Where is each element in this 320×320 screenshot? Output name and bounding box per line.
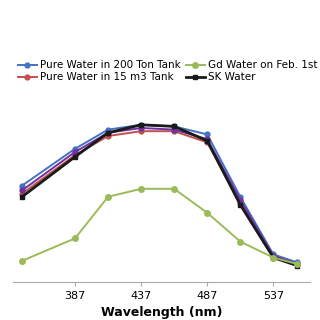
Line: Pure Water in 200 Ton Tank: Pure Water in 200 Ton Tank <box>20 122 300 265</box>
SK Water <box>73 155 77 159</box>
SK Water <box>172 124 176 128</box>
Line: Gd Water on Feb. 1st: Gd Water on Feb. 1st <box>19 186 300 267</box>
Pure Water in 15 m3 Tank <box>172 129 176 133</box>
Pure Water in 200 Ton Tank <box>106 128 110 132</box>
Pure Water in 200 Ton Tank <box>73 147 77 151</box>
Pure Water in 200 Ton Tank <box>238 195 242 199</box>
Gd Water on Feb. 1st <box>106 195 110 199</box>
Pure Water in 15 m3 Tank <box>271 254 275 258</box>
Pure Water in 200 Ton Tank <box>271 252 275 256</box>
SK Water <box>271 256 275 260</box>
Pure Water in 15 m3 Tank <box>205 140 209 144</box>
Pure Water in 15 m3 Tank <box>238 201 242 205</box>
Pure Water in 15 m3 Tank <box>106 134 110 138</box>
Pure Water in 200 Ton Tank <box>295 260 299 264</box>
Legend: Pure Water in 200 Ton Tank, Pure Water in 15 m3 Tank, Gd Water on Feb. 1st, SK W: Pure Water in 200 Ton Tank, Pure Water i… <box>18 60 317 83</box>
Pure Water in 15 m3 Tank <box>20 192 24 196</box>
SK Water <box>295 264 299 268</box>
Gd Water on Feb. 1st <box>205 211 209 215</box>
Pure Water in 200 Ton Tank <box>205 132 209 136</box>
SK Water <box>205 139 209 143</box>
Gd Water on Feb. 1st <box>295 262 299 266</box>
Line: Pure Water in 15 m3 Tank: Pure Water in 15 m3 Tank <box>20 129 300 267</box>
SK Water <box>106 131 110 135</box>
SK Water <box>139 123 143 127</box>
Pure Water in 200 Ton Tank <box>172 124 176 128</box>
Pure Water in 15 m3 Tank <box>73 153 77 157</box>
Gd Water on Feb. 1st <box>172 187 176 191</box>
Pure Water in 200 Ton Tank <box>20 184 24 188</box>
Gd Water on Feb. 1st <box>139 187 143 191</box>
Pure Water in 200 Ton Tank <box>139 123 143 127</box>
Pure Water in 15 m3 Tank <box>139 129 143 133</box>
Pure Water in 15 m3 Tank <box>295 262 299 266</box>
SK Water <box>20 195 24 199</box>
SK Water <box>238 203 242 207</box>
Line: SK Water: SK Water <box>20 123 299 268</box>
Gd Water on Feb. 1st <box>73 236 77 240</box>
X-axis label: Wavelength (nm): Wavelength (nm) <box>101 306 222 319</box>
Gd Water on Feb. 1st <box>238 240 242 244</box>
Gd Water on Feb. 1st <box>20 259 24 263</box>
Gd Water on Feb. 1st <box>271 256 275 260</box>
